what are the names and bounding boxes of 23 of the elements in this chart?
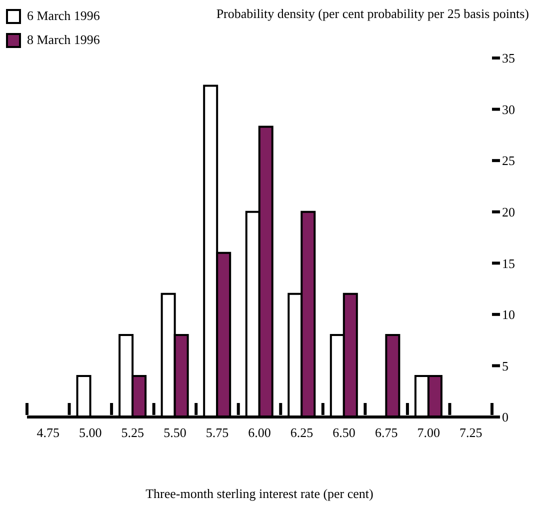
y-tick-label: 10 xyxy=(502,307,515,322)
y-tick-label: 15 xyxy=(502,256,515,271)
y-tick-label: 5 xyxy=(502,358,508,374)
x-tick-label: 6.50 xyxy=(332,425,356,440)
x-tick-label: 5.25 xyxy=(121,425,144,440)
legend-label: 8 March 1996 xyxy=(27,32,100,48)
y-tick-label: 0 xyxy=(502,410,508,425)
x-tick-label: 6.25 xyxy=(290,425,314,440)
x-axis-title: Three-month sterling interest rate (per cent) xyxy=(144,486,374,502)
x-tick-label: 6.00 xyxy=(248,425,271,440)
x-tick-label: 5.00 xyxy=(79,425,102,440)
x-tick-label: 7.00 xyxy=(417,425,440,440)
x-tick-label: 4.75 xyxy=(36,425,60,440)
x-tick-label: 6.75 xyxy=(374,425,398,440)
y-tick-label: 30 xyxy=(502,102,515,117)
legend-label: 6 March 1996 xyxy=(27,8,100,24)
x-tick-label: 5.75 xyxy=(206,425,229,440)
x-tick-label: 7.25 xyxy=(459,425,482,440)
y-tick-label: 35 xyxy=(502,50,515,66)
y-tick-label: 20 xyxy=(502,204,515,220)
y-tick-label: 25 xyxy=(502,153,515,168)
y-axis-title: Probability density (per cent probability per 25 basis points) xyxy=(216,6,529,22)
x-tick-label: 5.50 xyxy=(164,425,186,440)
